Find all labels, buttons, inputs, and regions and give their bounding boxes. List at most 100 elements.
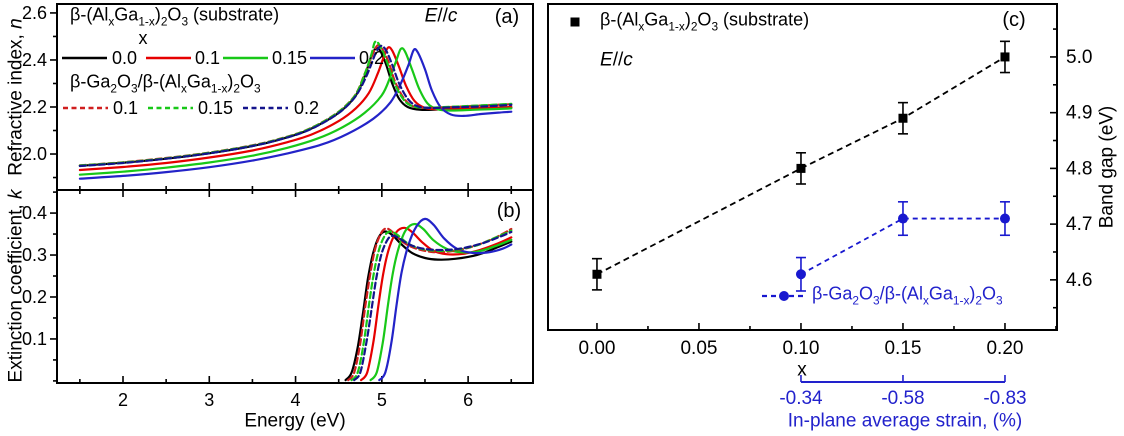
formula-segment: 1-x xyxy=(952,293,970,308)
axis-title-refractive-index: Refractive index, n xyxy=(5,18,28,176)
formula-segment: O xyxy=(240,71,255,92)
c-x-tick-label: 0.00 xyxy=(578,338,615,359)
legend-c-circle-sample xyxy=(779,291,789,301)
x-tick-label: 4 xyxy=(291,390,301,410)
y-tick-label: 0.2 xyxy=(22,287,47,307)
y-tick-label: 2.0 xyxy=(22,144,47,164)
x-tick-label: 6 xyxy=(463,390,473,410)
formula-segment: c xyxy=(447,5,458,27)
y-tick-label: 2.6 xyxy=(22,3,47,23)
data-point-square xyxy=(592,269,602,279)
formula-segment: 3 xyxy=(872,293,880,308)
y-tick-label: 0.1 xyxy=(22,329,47,349)
axis-title-band-gap: Band gap (eV) xyxy=(1096,105,1119,229)
c-x-tick-label: 0.20 xyxy=(986,338,1023,359)
formula-segment: x xyxy=(638,19,645,34)
formula-segment: /β-(Al xyxy=(137,71,181,92)
strain-tick-label: -0.58 xyxy=(881,388,924,409)
panel-a-label: (a) xyxy=(494,6,520,28)
formula-segment: Ga xyxy=(114,4,139,25)
formula-segment: ) xyxy=(154,4,161,25)
curve-panel_b-substrate-x-0.15 xyxy=(369,222,513,382)
legend-a-x-header: x xyxy=(138,28,148,49)
formula-segment: /β-(Al xyxy=(879,283,923,304)
formula-segment: Energy (eV) xyxy=(244,410,346,432)
formula-segment: Ga xyxy=(186,71,211,92)
formula-segment: Extinction coefficient, xyxy=(5,199,27,383)
formula-segment: 1-x xyxy=(210,81,228,96)
data-point-square xyxy=(898,113,908,123)
curve-panel_b-film-x-0.2 xyxy=(353,230,513,382)
legend-c-film-title: β-Ga2O3/β-(AlxGa1-x)2O3 xyxy=(812,283,1003,308)
curve-panel_a-film-x-0.2 xyxy=(78,44,513,168)
formula-segment: 2 xyxy=(160,14,168,29)
formula-segment: 1-x xyxy=(138,14,155,29)
c-x-tick-label: 0.10 xyxy=(782,338,819,359)
panel-c-frame xyxy=(547,3,1058,331)
data-point-square xyxy=(1000,52,1010,62)
c-y-tick-label: 4.7 xyxy=(1066,214,1092,235)
curve-panel_a-substrate-x-0.2 xyxy=(78,47,513,180)
formula-segment: 2 xyxy=(233,81,241,96)
data-point-circle xyxy=(999,213,1010,224)
legend-a-solid-label: 0.1 xyxy=(195,48,220,68)
formula-segment: Refractive index, xyxy=(5,28,27,176)
x-tick-label: 3 xyxy=(204,390,214,410)
formula-segment: O xyxy=(858,283,873,304)
formula-segment: x xyxy=(922,293,929,308)
formula-segment: O xyxy=(167,4,182,25)
formula-segment: x xyxy=(108,14,115,29)
formula-segment: k xyxy=(5,189,27,200)
formula-segment: O xyxy=(982,283,997,304)
c-y-tick-label: 5.0 xyxy=(1066,47,1092,68)
formula-segment: β-Ga xyxy=(70,71,111,92)
formula-segment: c xyxy=(623,49,633,71)
formula-segment: n xyxy=(5,18,27,29)
curve-panel_a-substrate-x-0.1 xyxy=(78,46,513,172)
axis-title-strain: In-plane average strain, (%) xyxy=(787,410,1023,432)
polarization-annotation-c: E//c xyxy=(600,49,633,72)
y-tick-label: 2.4 xyxy=(22,50,47,70)
formula-segment: E xyxy=(600,49,613,71)
data-point-circle xyxy=(795,269,806,280)
formula-segment: Ga xyxy=(644,9,669,30)
strain-tick-label: -0.83 xyxy=(983,388,1026,409)
c-y-tick-label: 4.8 xyxy=(1066,158,1092,179)
formula-segment: E xyxy=(424,5,438,27)
c-fit-line-circle xyxy=(800,217,1005,276)
formula-segment: (substrate) xyxy=(718,9,810,30)
formula-segment: β-Ga xyxy=(812,283,853,304)
formula-segment: β-(Al xyxy=(600,9,639,30)
legend-a-substrate-title: β-(AlxGa1-x)2O3 (substrate) xyxy=(70,4,280,29)
curve-panel_b-substrate-x-0.2 xyxy=(378,217,513,382)
formula-segment: 2 xyxy=(110,81,117,96)
formula-segment: O xyxy=(697,9,712,30)
panel-c-label: (c) xyxy=(1002,9,1026,31)
legend-c-substrate-title: β-(AlxGa1-x)2O3 (substrate) xyxy=(600,9,810,34)
formula-segment: 2 xyxy=(975,293,983,308)
formula-segment: Band gap (eV) xyxy=(1096,105,1118,229)
formula-segment: 1-x xyxy=(668,19,685,34)
formula-segment: ) xyxy=(684,9,691,30)
formula-segment: 3 xyxy=(711,19,719,34)
legend-a-dashed-label: 0.15 xyxy=(198,98,233,118)
x-tick-label: 5 xyxy=(377,390,387,410)
legend-a-solid-label: 0.0 xyxy=(112,48,137,68)
c-y-tick-label: 4.9 xyxy=(1066,103,1092,124)
formula-segment: ) xyxy=(969,283,976,304)
formula-segment: 3 xyxy=(130,81,138,96)
formula-segment: x xyxy=(180,81,187,96)
c-y-tick-label: 4.6 xyxy=(1066,270,1092,291)
axis-title-energy: Energy (eV) xyxy=(244,410,346,433)
c-fit-line-square xyxy=(596,56,1006,276)
y-tick-label: 0.3 xyxy=(22,245,47,265)
y-tick-label: 0.4 xyxy=(22,203,47,223)
c-x-tick-label: 0.15 xyxy=(884,338,921,359)
formula-segment: 3 xyxy=(996,293,1003,308)
legend-a-dashed-label: 0.1 xyxy=(113,98,138,118)
axis-title-extinction-coefficient: Extinction coefficient, k xyxy=(5,189,28,383)
panel-panel_b-frame xyxy=(56,189,534,384)
formula-segment: (substrate) xyxy=(188,4,280,25)
